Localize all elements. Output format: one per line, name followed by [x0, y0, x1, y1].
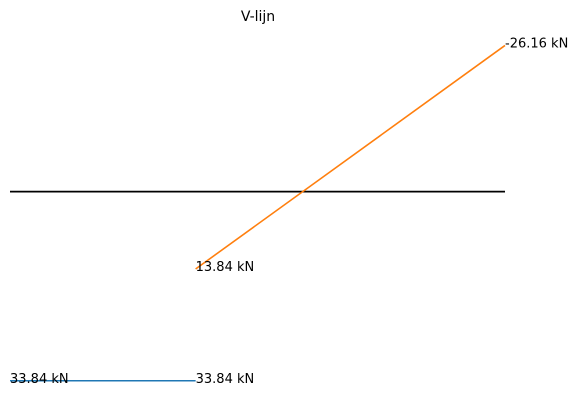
value-label: 33.84 kN — [10, 372, 69, 387]
line — [195, 44, 506, 270]
chart-title: V-lijn — [241, 9, 275, 25]
value-label: -26.16 kN — [505, 36, 568, 51]
value-label: 13.84 kN — [196, 260, 255, 275]
value-label: 33.84 kN — [196, 372, 255, 387]
